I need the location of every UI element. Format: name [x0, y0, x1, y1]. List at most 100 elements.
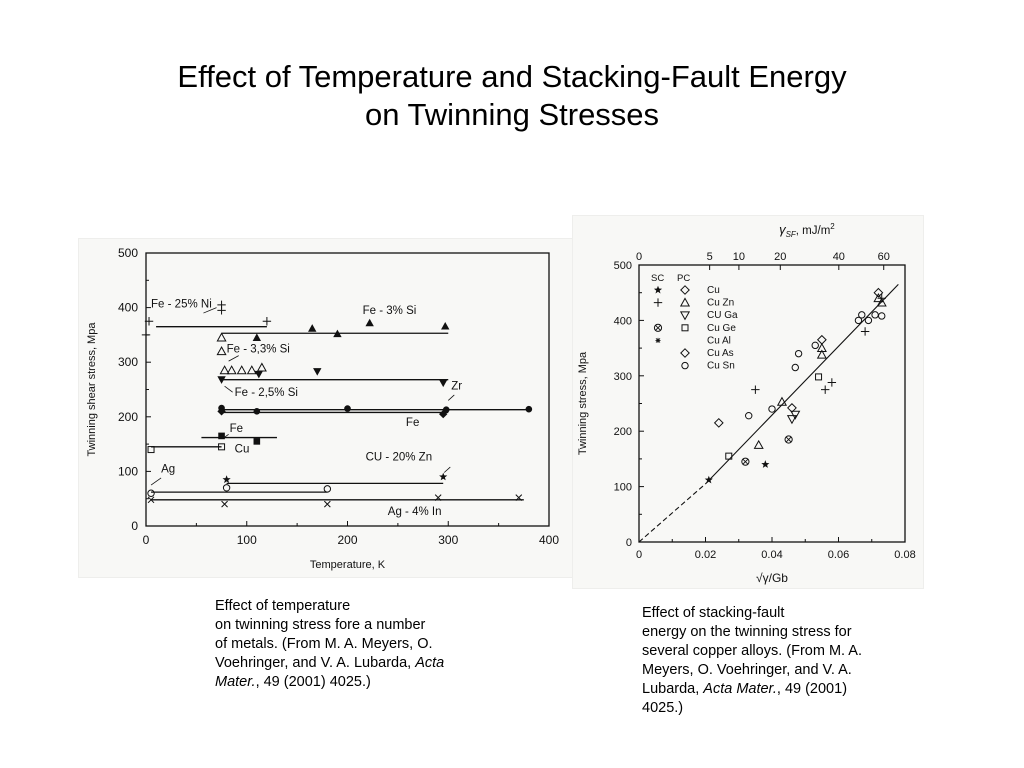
left-caption-line: Mater., 49 (2001) 4025.) [215, 673, 515, 692]
left-caption-journal: Mater. [215, 674, 256, 690]
data-point [704, 475, 713, 484]
left-caption-text: , 49 (2001) 4025.) [255, 674, 371, 690]
data-point [816, 349, 827, 359]
top-axis-label-part: , mJ/m [796, 225, 831, 237]
legend-label: Cu Sn [707, 361, 735, 372]
data-point [873, 287, 884, 298]
top-tick-label: 20 [774, 251, 786, 263]
data-point [236, 365, 247, 375]
data-point [262, 317, 272, 326]
legend-marker [680, 285, 690, 295]
data-point [218, 443, 226, 451]
series-10: Ag - 4% In [147, 494, 524, 518]
label-leader [447, 394, 455, 401]
series-6: Fe [201, 417, 419, 445]
slide-title: Effect of Temperature and Stacking-Fault… [0, 58, 1024, 134]
top-tick-label: 10 [733, 251, 745, 263]
y-tick-label: 500 [118, 246, 138, 260]
plot-frame [638, 264, 906, 543]
data-point [441, 321, 450, 330]
data-point [784, 435, 793, 444]
legend-marker [681, 324, 689, 332]
data-point [323, 500, 331, 508]
label-leader [443, 466, 451, 473]
left-caption: Effect of temperature on twinning stress… [215, 597, 515, 692]
legend-label: Cu [707, 285, 720, 296]
data-point [787, 403, 797, 413]
data-point [515, 494, 523, 501]
legend-label: Cu As [707, 348, 734, 359]
x-tick-label: 300 [438, 533, 458, 547]
legend-marker [653, 323, 663, 332]
data-point [218, 432, 225, 440]
x-tick-label: 0.06 [828, 549, 849, 561]
data-point [365, 318, 374, 327]
title-line-2: on Twinning Stresses [364, 97, 660, 132]
series-2: Fe - 3,3% Si [216, 332, 290, 375]
data-point [776, 396, 788, 406]
legend-marker [681, 361, 689, 370]
legend-label: CU Ga [707, 310, 738, 321]
left-caption-line: Voehringer, and V. A. Lubarda, Acta [215, 654, 515, 673]
series-label: Fe - 2,5% Si [235, 387, 298, 399]
temperature-chart-svg: 0 100 200 300 400 0 100 200 300 400 500 Temperature… [86, 246, 559, 571]
legend-marker [679, 311, 691, 321]
series-2 [751, 294, 886, 394]
series-label: Fe - 25% Ni [151, 299, 212, 311]
data-point [217, 306, 226, 315]
data-point [144, 317, 154, 326]
data-point [741, 457, 750, 466]
data-point [827, 378, 837, 387]
series-label: Cu [235, 443, 250, 455]
series-8 [745, 311, 886, 420]
top-tick-label: 5 [707, 251, 713, 263]
right-caption-line: energy on the twinning stress for [642, 624, 852, 640]
data-point [745, 411, 753, 420]
series-3 [753, 293, 887, 449]
data-point [713, 417, 724, 428]
left-caption-line: of metals. (From M. A. Meyers, O. [215, 636, 433, 652]
x-tick-label: 100 [237, 533, 257, 547]
y-tick-label: 100 [614, 482, 632, 494]
data-point [858, 311, 866, 319]
y-tick-label: 200 [614, 426, 632, 438]
data-point [216, 346, 227, 356]
y-tick-label: 300 [118, 355, 138, 369]
stacking-fault-chart: 0 0.02 0.04 0.06 0.08 0 100 200 300 400 500 0 5 10 20 4… [572, 215, 924, 589]
x-tick-label: 0.08 [894, 549, 915, 561]
series-label: Ag [161, 463, 175, 475]
left-caption-line: on twinning stress fore a number [215, 617, 426, 633]
temperature-twinning-chart: 0 100 200 300 400 0 100 200 300 400 500 Temperature… [78, 238, 576, 578]
left-caption-line: Effect of temperature [215, 598, 351, 614]
series-0: Fe - 25% Ni [141, 299, 272, 340]
series-label: Fe - 3,3% Si [227, 343, 290, 355]
top-tick-label: 40 [833, 251, 845, 263]
legend-marker [655, 325, 661, 331]
data-point [742, 458, 749, 465]
data-point [439, 472, 448, 481]
label-leader [224, 385, 233, 393]
left-caption-journal: Acta [415, 655, 445, 671]
right-caption-journal: Acta Mater. [703, 681, 777, 697]
data-point [790, 410, 801, 420]
x-tick-label: 400 [539, 533, 559, 547]
x-tick-label: 0.04 [761, 549, 782, 561]
data-point [252, 333, 262, 341]
top-axis-label-part: 2 [830, 222, 835, 231]
data-points [704, 287, 887, 484]
left-caption-text: Voehringer, and V. A. Lubarda, [215, 655, 416, 671]
top-axis-label-part: SF [786, 230, 797, 239]
label-leader [228, 355, 239, 362]
series-label: Zr [451, 381, 462, 393]
data-point [216, 332, 227, 342]
data-point [821, 385, 830, 394]
data-point [816, 334, 827, 345]
data-point [525, 405, 533, 413]
right-caption-text: Lubarda, [642, 681, 704, 697]
x-tick-label: 0 [143, 533, 150, 547]
legend-label: Cu Ge [707, 323, 736, 334]
x-axis-label: Temperature, K [310, 559, 386, 571]
y-axis-label: Twinning shear stress, Mpa [86, 322, 98, 457]
right-caption: Effect of stacking-fault energy on the t… [642, 604, 942, 718]
